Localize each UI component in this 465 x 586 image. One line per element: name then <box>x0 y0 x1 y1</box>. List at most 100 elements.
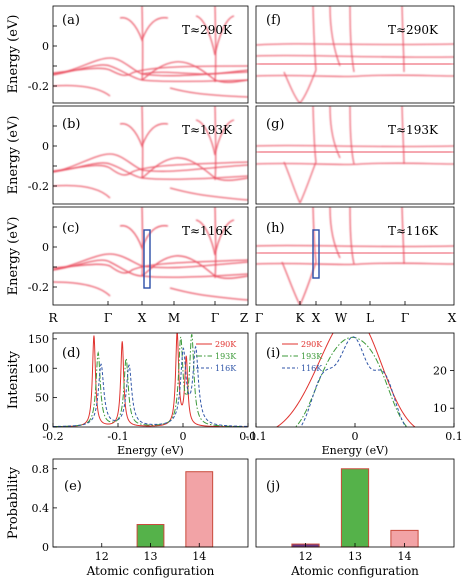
ylabel-b: Energy (eV) <box>6 116 21 195</box>
xtick-label-j-1: 13 <box>348 550 362 563</box>
legend-label-i-116K: 116K <box>301 364 323 373</box>
temp-h: T≈116K <box>388 224 439 238</box>
xlabel-d: Energy (eV) <box>117 444 184 457</box>
bar-e-14 <box>185 471 214 548</box>
temp-f: T≈290K <box>388 23 439 37</box>
temp-b: T≈193K <box>182 123 233 137</box>
kpath-labels: R Γ X M Γ Z Γ K X W L Γ X <box>48 311 456 325</box>
xtick-label-i-1: 0 <box>352 430 359 443</box>
series-line-i-193K <box>294 336 408 427</box>
label-b: (b) <box>62 117 80 132</box>
frame-b <box>52 105 249 205</box>
highlight-boxes <box>143 229 320 289</box>
label-f: (f) <box>266 13 281 28</box>
kpath-h-6: X <box>448 311 457 325</box>
label-h: (h) <box>266 221 285 236</box>
bar-j-13 <box>340 468 370 548</box>
panel-f <box>256 6 454 103</box>
kpath-h-3: W <box>335 311 348 325</box>
xtick-label-i-0: -0.1 <box>245 430 266 443</box>
ytick-b-1: -0.2 <box>28 180 49 193</box>
panel-g <box>256 106 454 204</box>
series-line-i-290K <box>275 333 416 427</box>
kpath-c-4: Γ <box>211 311 219 325</box>
legend-label-i-193K: 193K <box>301 352 323 361</box>
panel-label-e: (e) <box>64 479 82 494</box>
ytick-a-0: 0 <box>42 40 49 53</box>
xtick-label-j-2: 14 <box>398 550 412 563</box>
frame-c <box>52 206 249 306</box>
legend-label-i-290K: 290K <box>301 340 323 349</box>
frame-d <box>52 332 249 428</box>
xtick-label-i-2: 0.1 <box>445 430 463 443</box>
ytick-label-d-3: 150 <box>28 333 49 346</box>
ytick-label-d-1: 50 <box>35 392 49 405</box>
heatmap-ylabels: Energy (eV) Energy (eV) Energy (eV) <box>6 15 21 296</box>
heatmap-ytick-labels: 0 -0.2 0 -0.2 0 -0.2 <box>28 40 49 294</box>
band-structure-h <box>256 207 454 305</box>
band-structure-f <box>256 6 454 103</box>
ytick-label-d-2: 100 <box>28 362 49 375</box>
frame-g <box>255 105 455 205</box>
xtick-label-d-0: -0.2 <box>42 430 63 443</box>
xlabel-i: Energy (eV) <box>322 444 389 457</box>
band-structure-b <box>53 106 248 201</box>
xtick-label-d-3: 0.1 <box>239 430 257 443</box>
ytick-label-e-2: 0.8 <box>32 463 50 476</box>
ytick-b-0: 0 <box>42 140 49 153</box>
temp-a: T≈290K <box>182 23 233 37</box>
frame-i <box>255 332 455 428</box>
ytick-label-e-1: 0.4 <box>32 502 50 515</box>
label-a: (a) <box>62 13 80 28</box>
panel-c <box>53 207 248 301</box>
band-structure-g <box>256 106 454 204</box>
xtick-label-d-2: 0 <box>180 430 187 443</box>
heatmap-frames <box>52 5 455 306</box>
frame-j <box>255 458 455 548</box>
legend-label-d-290K: 290K <box>215 340 237 349</box>
panel-d: -0.2 -0.1 0 0.1 0 50 100 150 Energy (eV) Intensit… <box>6 332 257 457</box>
ytick-label-e-0: 0 <box>42 541 49 554</box>
temp-g: T≈193K <box>388 123 439 137</box>
legend-label-d-116K: 116K <box>215 364 237 373</box>
panel-a <box>53 6 248 98</box>
label-c: (c) <box>62 221 79 236</box>
highlight-box-c <box>143 229 151 289</box>
kpath-h-4: L <box>366 311 374 325</box>
ylabel-e: Probability <box>6 466 21 539</box>
kpath-c-2: X <box>138 311 147 325</box>
temp-c: T≈116K <box>182 224 233 238</box>
xtick-label-e-1: 13 <box>144 550 158 563</box>
xtick-label-e-0: 12 <box>95 550 109 563</box>
panel-h <box>256 207 454 305</box>
panel-label-i: (i) <box>266 346 280 361</box>
frame-e <box>52 458 249 548</box>
legend-label-d-193K: 193K <box>215 352 237 361</box>
kpath-c-3: M <box>168 311 180 325</box>
left-yticks <box>53 25 406 305</box>
panel-e: 12 13 14 0 0.4 0.8 Atomic configuration Probabi… <box>6 458 249 578</box>
ytick-label-i-0: 10 <box>433 402 447 415</box>
ylabel-a: Energy (eV) <box>6 15 21 94</box>
series-line-i-116K <box>300 336 407 427</box>
kpath-c-0: R <box>48 311 58 325</box>
temperature-annotations: T≈290K T≈193K T≈116K T≈290K T≈193K T≈116… <box>182 23 439 238</box>
kpath-h-0: Γ <box>255 311 263 325</box>
xtick-label-e-2: 14 <box>192 550 206 563</box>
panel-label-j: (j) <box>266 479 280 494</box>
panel-label-d: (d) <box>62 346 80 361</box>
band-structure-a <box>53 6 248 98</box>
kpath-c-5: Z <box>240 311 248 325</box>
xtick-label-j-0: 12 <box>299 550 313 563</box>
ytick-a-1: -0.2 <box>28 80 49 93</box>
kpath-h-2: X <box>312 311 321 325</box>
series-line-d-193K <box>53 334 248 427</box>
frame-f <box>255 5 455 104</box>
frame-h <box>255 206 455 306</box>
highlight-box-h <box>312 229 320 279</box>
ytick-label-i-1: 20 <box>433 365 447 378</box>
plot-area-d <box>53 333 248 427</box>
label-g: (g) <box>266 117 284 132</box>
